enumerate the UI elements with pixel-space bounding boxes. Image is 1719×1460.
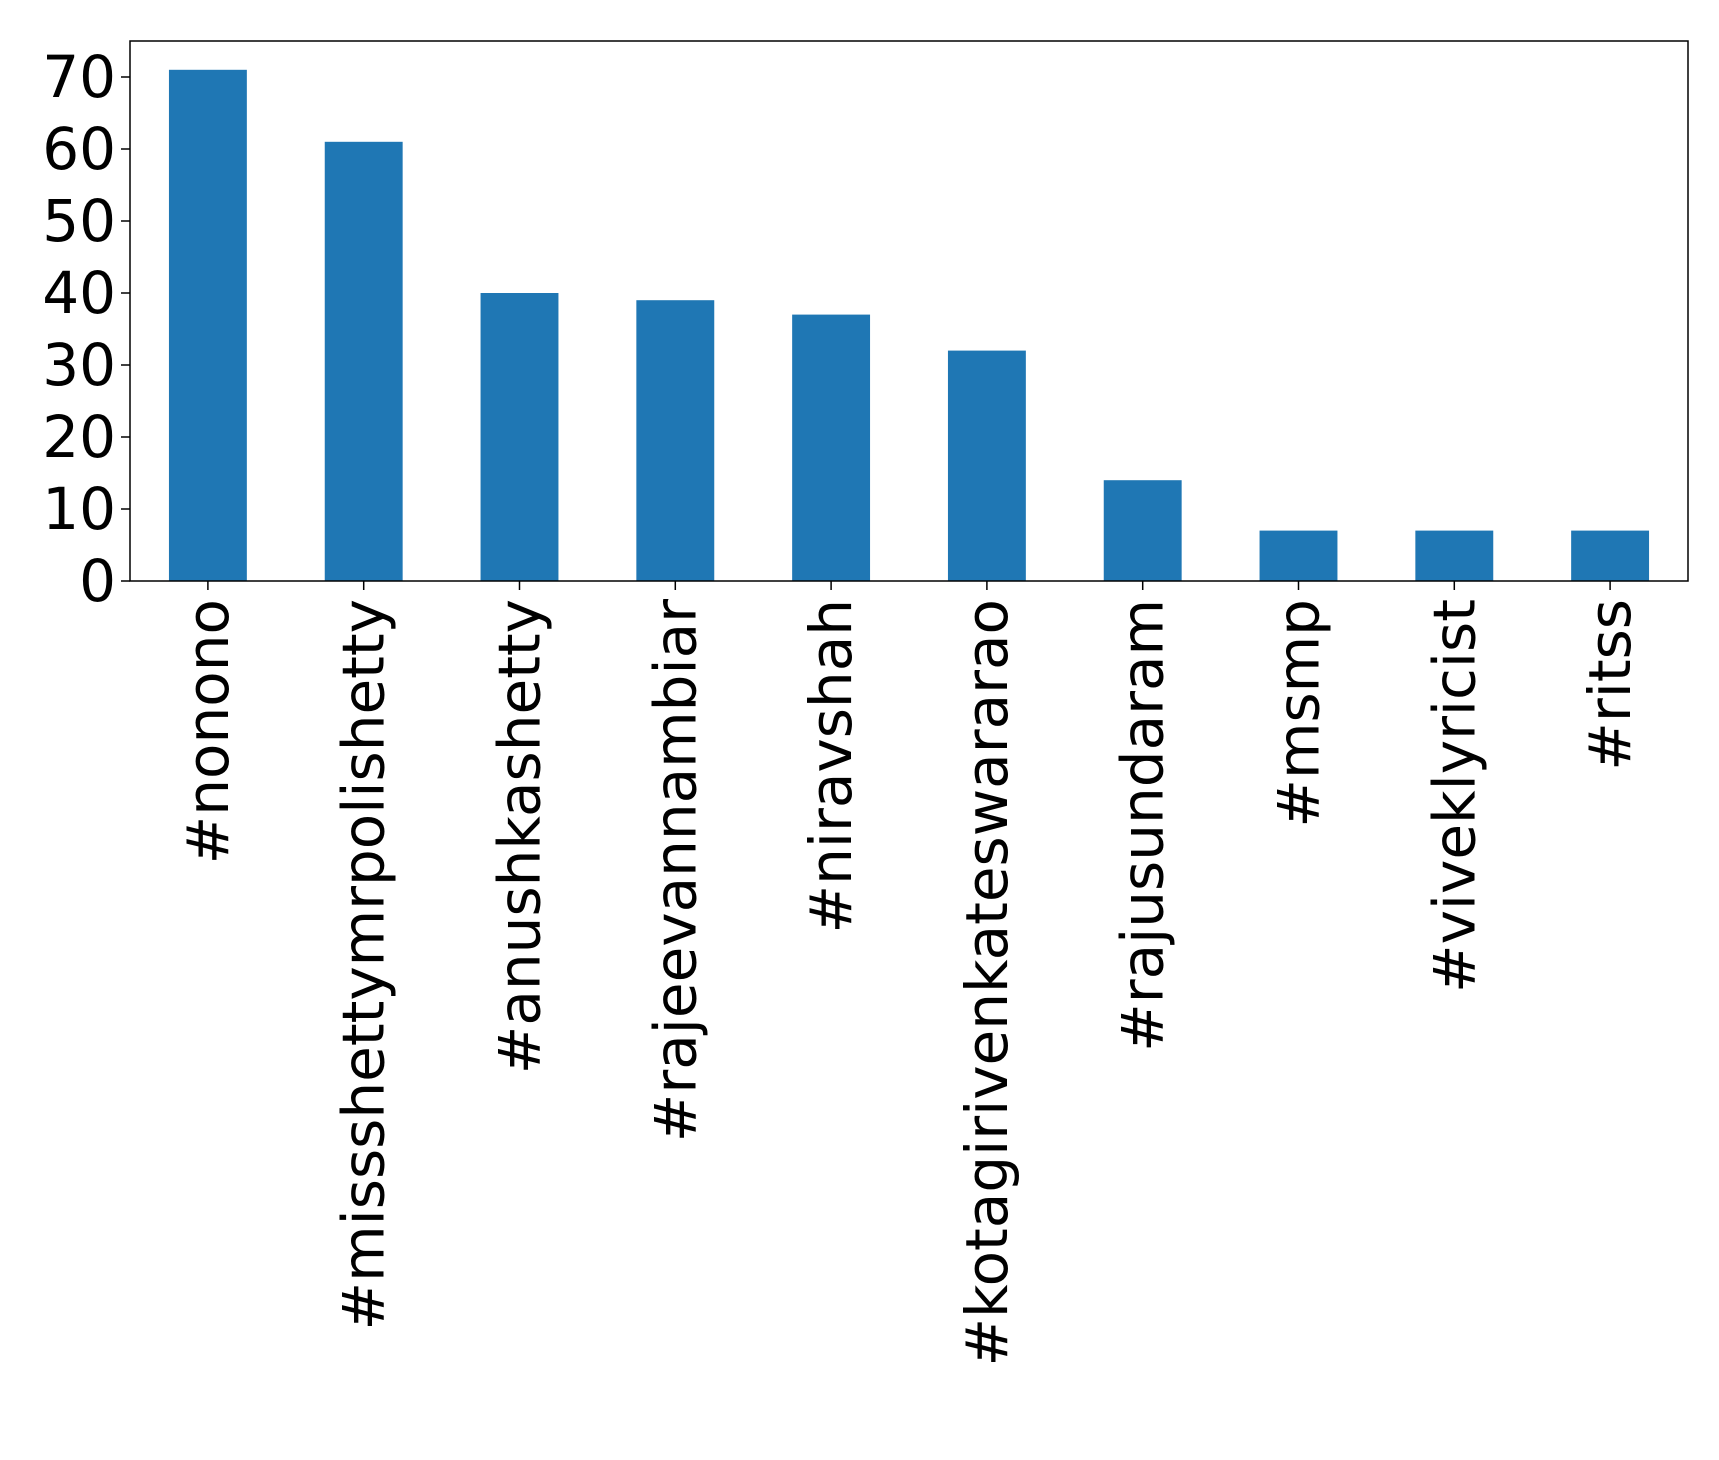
bar-viveklyricist [1415, 530, 1494, 581]
x-tick-label: #missshettymrpolishetty [330, 599, 398, 1330]
x-tick-label: #niravshah [797, 599, 865, 933]
x-tick-label: #rajeevannambiar [641, 599, 709, 1142]
y-tick-label: 60 [42, 115, 116, 183]
bar-rajeevannambiar [636, 300, 715, 581]
x-tick-label: #rajusundaram [1109, 599, 1177, 1052]
x-tick-label: #anushkashetty [486, 599, 554, 1074]
x-axis: #nonono #missshettymrpolishetty #anushkash… [174, 581, 1644, 1367]
x-tick-label: #kotagirivenkateswararao [953, 599, 1021, 1367]
bar-ritss [1571, 530, 1650, 581]
plot-area-frame [129, 40, 1689, 582]
bars-layer [168, 69, 1650, 582]
y-tick-label: 40 [42, 259, 116, 327]
y-tick-label: 20 [42, 403, 116, 471]
bar-nonono [168, 69, 247, 582]
y-tick-label: 50 [42, 187, 116, 255]
y-tick-label: 10 [42, 475, 116, 543]
x-tick-label: #nonono [174, 599, 242, 864]
bar-msmp [1259, 530, 1338, 581]
bar-kotagirivenkateswararao [947, 350, 1026, 581]
x-tick-label: #msmp [1265, 599, 1333, 828]
bar-rajusundaram [1103, 480, 1182, 581]
y-tick-label: 30 [42, 331, 116, 399]
y-tick-label: 70 [42, 43, 116, 111]
bar-niravshah [792, 314, 871, 581]
bar-missshettymrpolishetty [324, 141, 403, 582]
x-tick-label: #viveklyricist [1420, 599, 1488, 993]
y-tick-label: 0 [79, 547, 116, 615]
bar-anushkashetty [480, 293, 559, 581]
x-tick-label: #ritss [1576, 599, 1644, 771]
